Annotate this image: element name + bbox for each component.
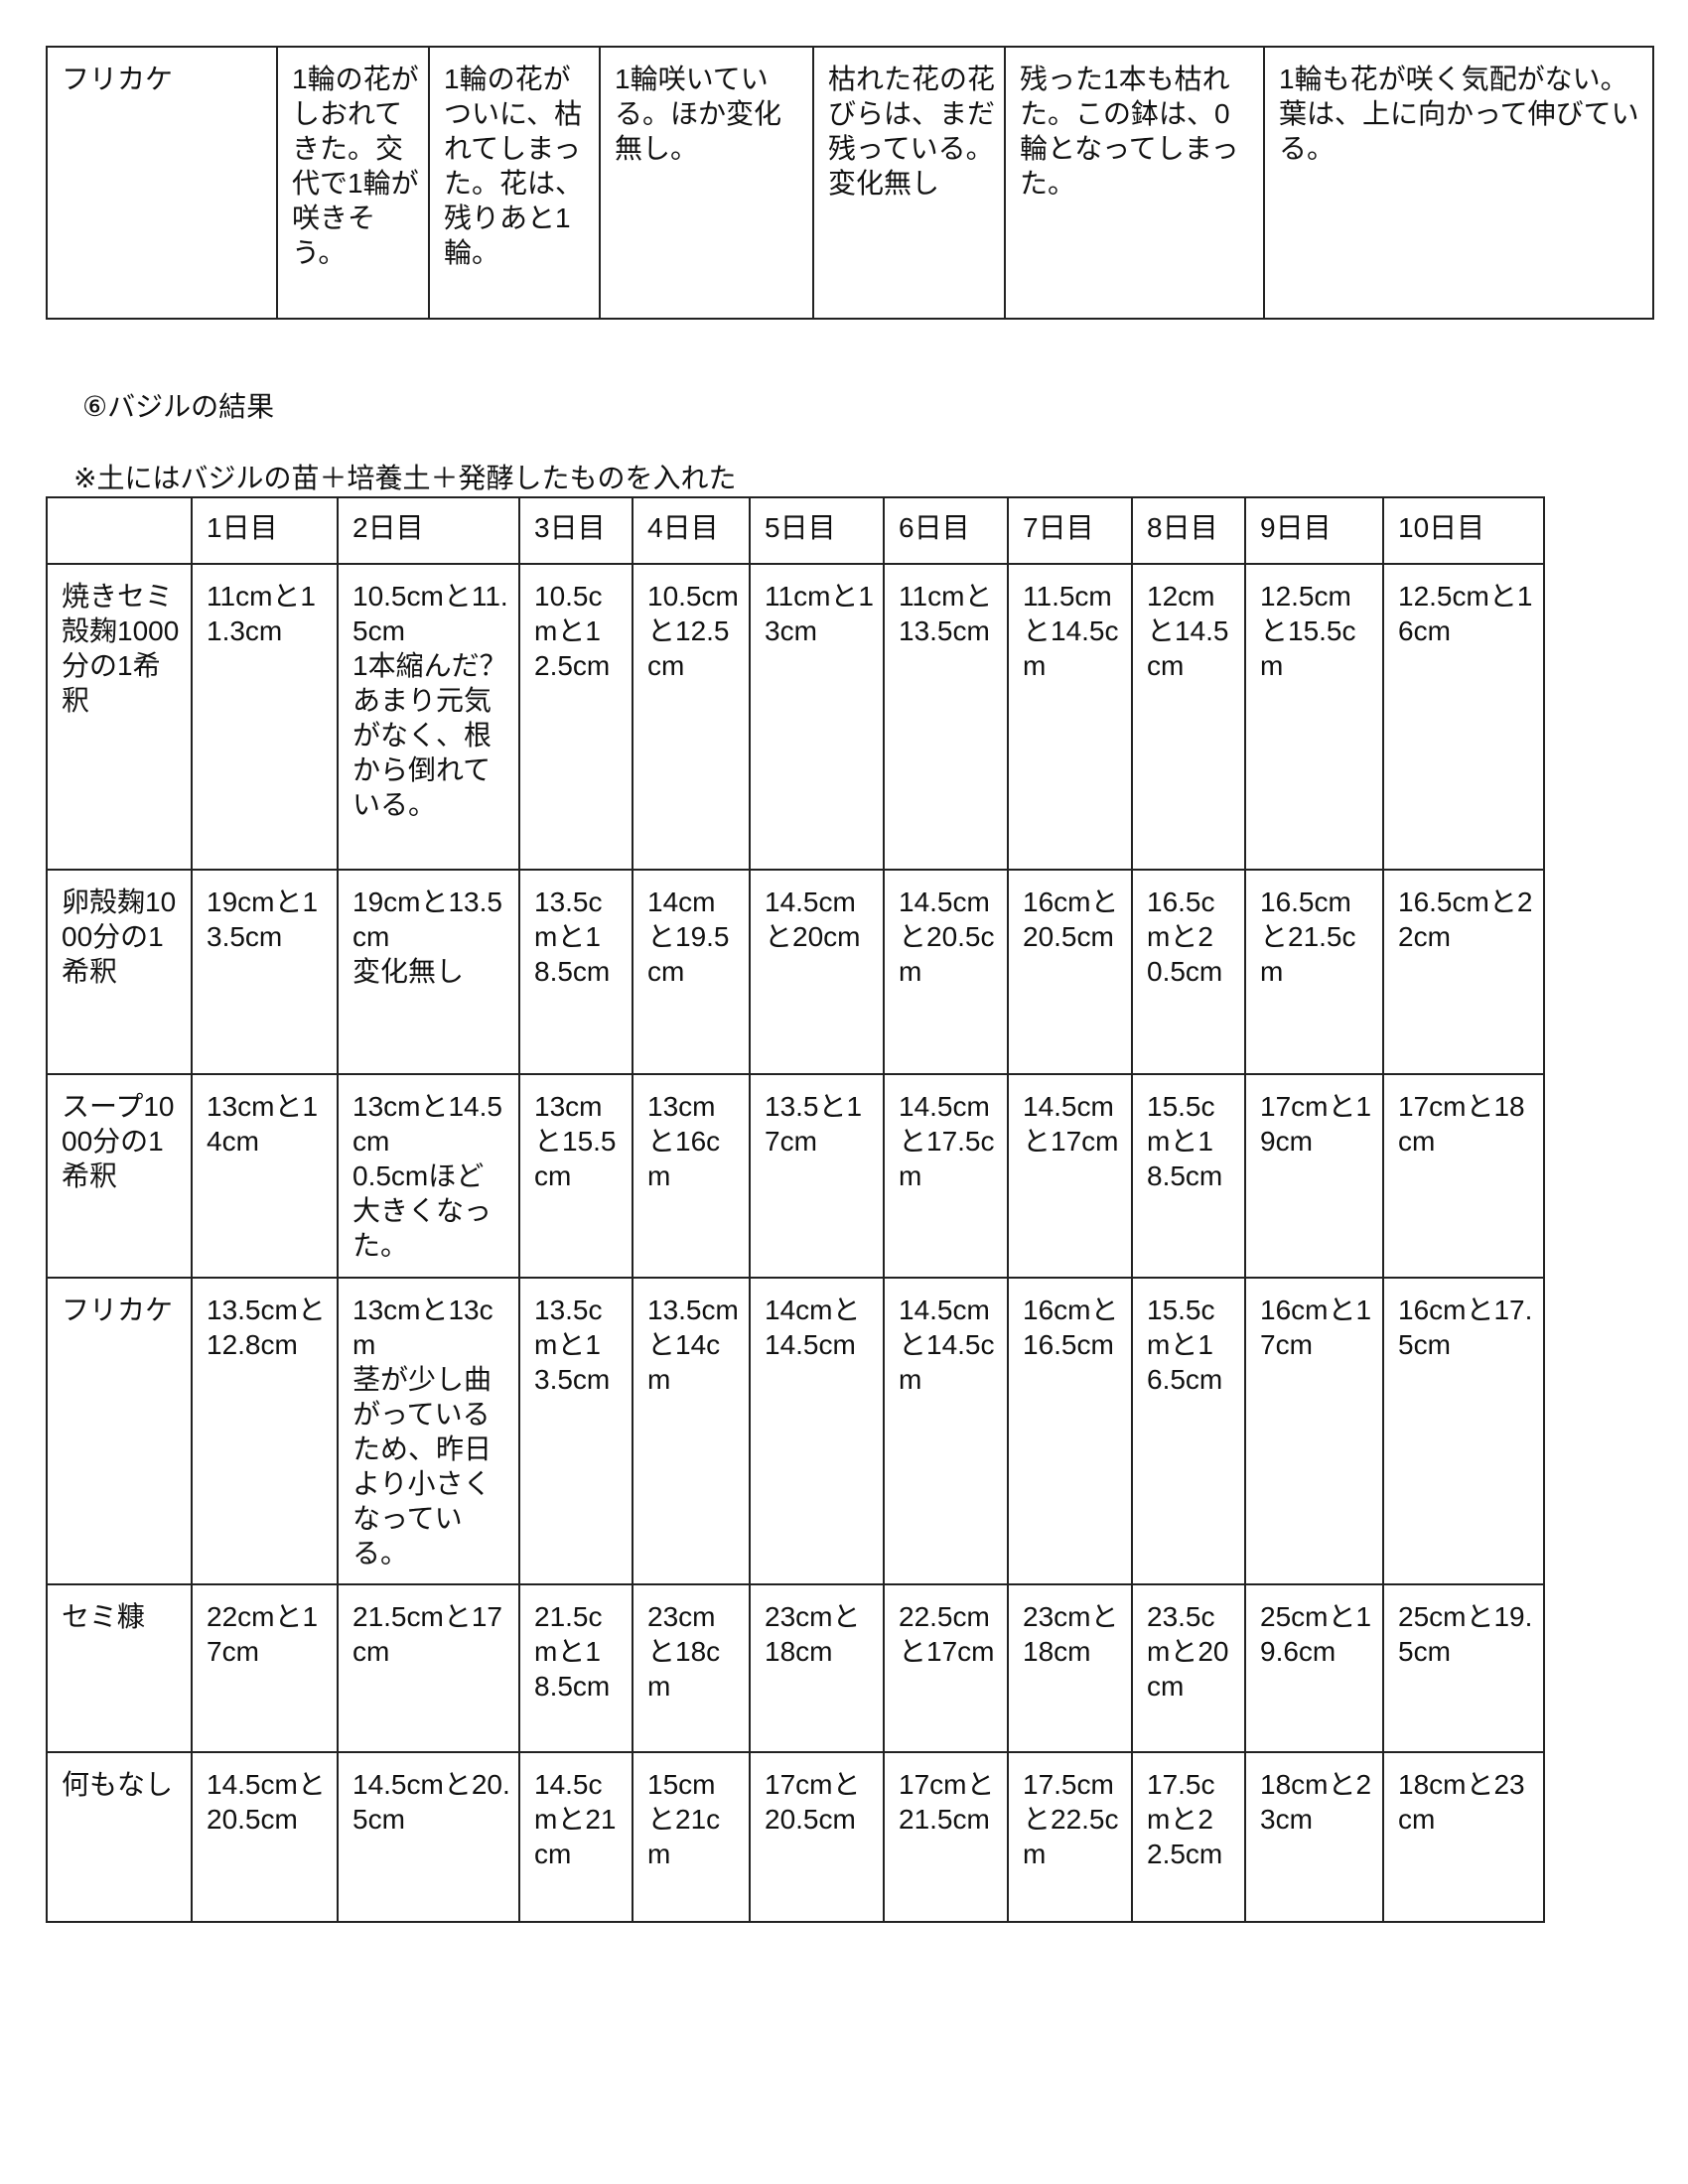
table-cell: 17.5cmと22.5cm [1131, 1751, 1246, 1923]
column-header: 6日目 [883, 496, 1009, 565]
table-cell: 22cmと17cm [191, 1583, 339, 1753]
table-row: 卵殻麹1000分の1希釈 19cmと13.5cm 19cmと13.5cm 変化無し 1… [46, 869, 1545, 1075]
column-header: 5日目 [749, 496, 885, 565]
table-row: 何もなし 14.5cmと20.5cm 14.5cmと20.5cm 14.5cmと21c… [46, 1751, 1545, 1923]
table-cell: 残った1本も枯れた。この鉢は、0輪となってしまった。 [1004, 46, 1265, 320]
table-cell: 17cmと21.5cm [883, 1751, 1009, 1923]
row-label: 焼きセミ殻麹1000分の1希釈 [46, 563, 193, 871]
table-cell: 14.5cmと17.5cm [883, 1073, 1009, 1279]
table-cell: 19cmと13.5cm 変化無し [337, 869, 520, 1075]
table-cell: 13cmと15.5cm [518, 1073, 633, 1279]
table-cell: 13cmと16cm [632, 1073, 751, 1279]
table-cell: 17cmと19cm [1244, 1073, 1384, 1279]
column-header [46, 496, 193, 565]
table-cell: 25cmと19.6cm [1244, 1583, 1384, 1753]
table-cell: 1輪も花が咲く気配がない。葉は、上に向かって伸びている。 [1263, 46, 1654, 320]
basil-results-table: 1日目 2日目 3日目 4日目 5日目 6日目 7日目 8日目 9日目 10日目 焼きセミ殻麹100… [46, 496, 1545, 1923]
table-cell: 23cmと18cm [632, 1583, 751, 1753]
table-cell: 23cmと18cm [1007, 1583, 1133, 1753]
table-cell: 13cmと14.5cm 0.5cmほど大きくなった。 [337, 1073, 520, 1279]
table-cell: 1輪の花がついに、枯れてしまった。花は、残りあと1輪。 [428, 46, 601, 320]
table-cell: 11cmと13.5cm [883, 563, 1009, 871]
row-label: 卵殻麹1000分の1希釈 [46, 869, 193, 1075]
table-cell: 16cmと16.5cm [1007, 1277, 1133, 1585]
table-row: 焼きセミ殻麹1000分の1希釈 11cmと11.3cm 10.5cmと11.5cm … [46, 563, 1545, 871]
table-cell: 12cmと14.5cm [1131, 563, 1246, 871]
table-cell: 13.5と17cm [749, 1073, 885, 1279]
table-cell: 14cmと19.5cm [632, 869, 751, 1075]
table-cell: 13.5cmと14cm [632, 1277, 751, 1585]
flower-results-table: フリカケ 1輪の花がしおれてきた。交代で1輪が咲きそう。 1輪の花がついに、枯れ… [46, 46, 1654, 320]
row-label: セミ糠 [46, 1583, 193, 1753]
table-cell: 23cmと18cm [749, 1583, 885, 1753]
table-cell: 25cmと19.5cm [1382, 1583, 1545, 1753]
table-cell: 21.5cmと18.5cm [518, 1583, 633, 1753]
table-cell: 14.5cmと14.5cm [883, 1277, 1009, 1585]
column-header: 7日目 [1007, 496, 1133, 565]
table-cell: 14.5cmと20.5cm [191, 1751, 339, 1923]
table-cell: 10.5cmと11.5cm 1本縮んだ？あまり元気がなく、根から倒れている。 [337, 563, 520, 871]
column-header: 9日目 [1244, 496, 1384, 565]
table-cell: 13.5cmと13.5cm [518, 1277, 633, 1585]
table-cell: 18cmと23cm [1244, 1751, 1384, 1923]
table-row: フリカケ 1輪の花がしおれてきた。交代で1輪が咲きそう。 1輪の花がついに、枯れ… [46, 46, 1654, 320]
table-cell: 1輪の花がしおれてきた。交代で1輪が咲きそう。 [276, 46, 430, 320]
table-cell: 17.5cmと22.5cm [1007, 1751, 1133, 1923]
table-cell: 11.5cmと14.5cm [1007, 563, 1133, 871]
table-cell: 16.5cmと21.5cm [1244, 869, 1384, 1075]
table-cell: 1輪咲いている。ほか変化無し。 [599, 46, 814, 320]
column-header: 2日目 [337, 496, 520, 565]
row-label: フリカケ [46, 1277, 193, 1585]
table-cell: 11cmと13cm [749, 563, 885, 871]
table-cell: 17cmと20.5cm [749, 1751, 885, 1923]
column-header: 3日目 [518, 496, 633, 565]
table-cell: 13.5cmと12.8cm [191, 1277, 339, 1585]
row-label: スープ1000分の1希釈 [46, 1073, 193, 1279]
table-cell: 21.5cmと17cm [337, 1583, 520, 1753]
table-cell: 15.5cmと16.5cm [1131, 1277, 1246, 1585]
table-cell: 14.5cmと20cm [749, 869, 885, 1075]
table-cell: 16cmと20.5cm [1007, 869, 1133, 1075]
table-cell: 11cmと11.3cm [191, 563, 339, 871]
section-title: ⑥バジルの結果 [82, 391, 275, 422]
row-label: 何もなし [46, 1751, 193, 1923]
table-cell: 14.5cmと17cm [1007, 1073, 1133, 1279]
table-cell: 16.5cmと20.5cm [1131, 869, 1246, 1075]
table-row: セミ糠 22cmと17cm 21.5cmと17cm 21.5cmと18.5cm 23cm… [46, 1583, 1545, 1753]
table-cell: 19cmと13.5cm [191, 869, 339, 1075]
column-header: 8日目 [1131, 496, 1246, 565]
table-cell: 14cmと14.5cm [749, 1277, 885, 1585]
table-cell: 16cmと17.5cm [1382, 1277, 1545, 1585]
table-cell: 12.5cmと16cm [1382, 563, 1545, 871]
table-cell: 12.5cmと15.5cm [1244, 563, 1384, 871]
table-row: フリカケ 13.5cmと12.8cm 13cmと13cm 茎が少し曲がっているため、… [46, 1277, 1545, 1585]
table-cell: 16.5cmと22cm [1382, 869, 1545, 1075]
column-header: 1日目 [191, 496, 339, 565]
table-row: スープ1000分の1希釈 13cmと14cm 13cmと14.5cm 0.5cmほど… [46, 1073, 1545, 1279]
table-cell: 10.5cmと12.5cm [632, 563, 751, 871]
table-cell: 17cmと18cm [1382, 1073, 1545, 1279]
table-cell: 18cmと23cm [1382, 1751, 1545, 1923]
table-cell: 15.5cmと18.5cm [1131, 1073, 1246, 1279]
table-cell: 15cmと21cm [632, 1751, 751, 1923]
table-cell: 22.5cmと17cm [883, 1583, 1009, 1753]
table-cell: 10.5cmと12.5cm [518, 563, 633, 871]
table-cell: 13cmと14cm [191, 1073, 339, 1279]
table-cell: 14.5cmと21cm [518, 1751, 633, 1923]
table-cell: 16cmと17cm [1244, 1277, 1384, 1585]
header-row: 1日目 2日目 3日目 4日目 5日目 6日目 7日目 8日目 9日目 10日目 [46, 496, 1545, 565]
table-cell: 枯れた花の花びらは、まだ残っている。変化無し [812, 46, 1006, 320]
table-cell: 13.5cmと18.5cm [518, 869, 633, 1075]
table-cell: 13cmと13cm 茎が少し曲がっているため、昨日より小さくなっている。 [337, 1277, 520, 1585]
table-cell: 23.5cmと20cm [1131, 1583, 1246, 1753]
column-header: 4日目 [632, 496, 751, 565]
column-header: 10日目 [1382, 496, 1545, 565]
row-label: フリカケ [46, 46, 278, 320]
table-cell: 14.5cmと20.5cm [883, 869, 1009, 1075]
table-cell: 14.5cmと20.5cm [337, 1751, 520, 1923]
section-note: ※土にはバジルの苗＋培養土＋発酵したものを入れた [73, 463, 737, 493]
